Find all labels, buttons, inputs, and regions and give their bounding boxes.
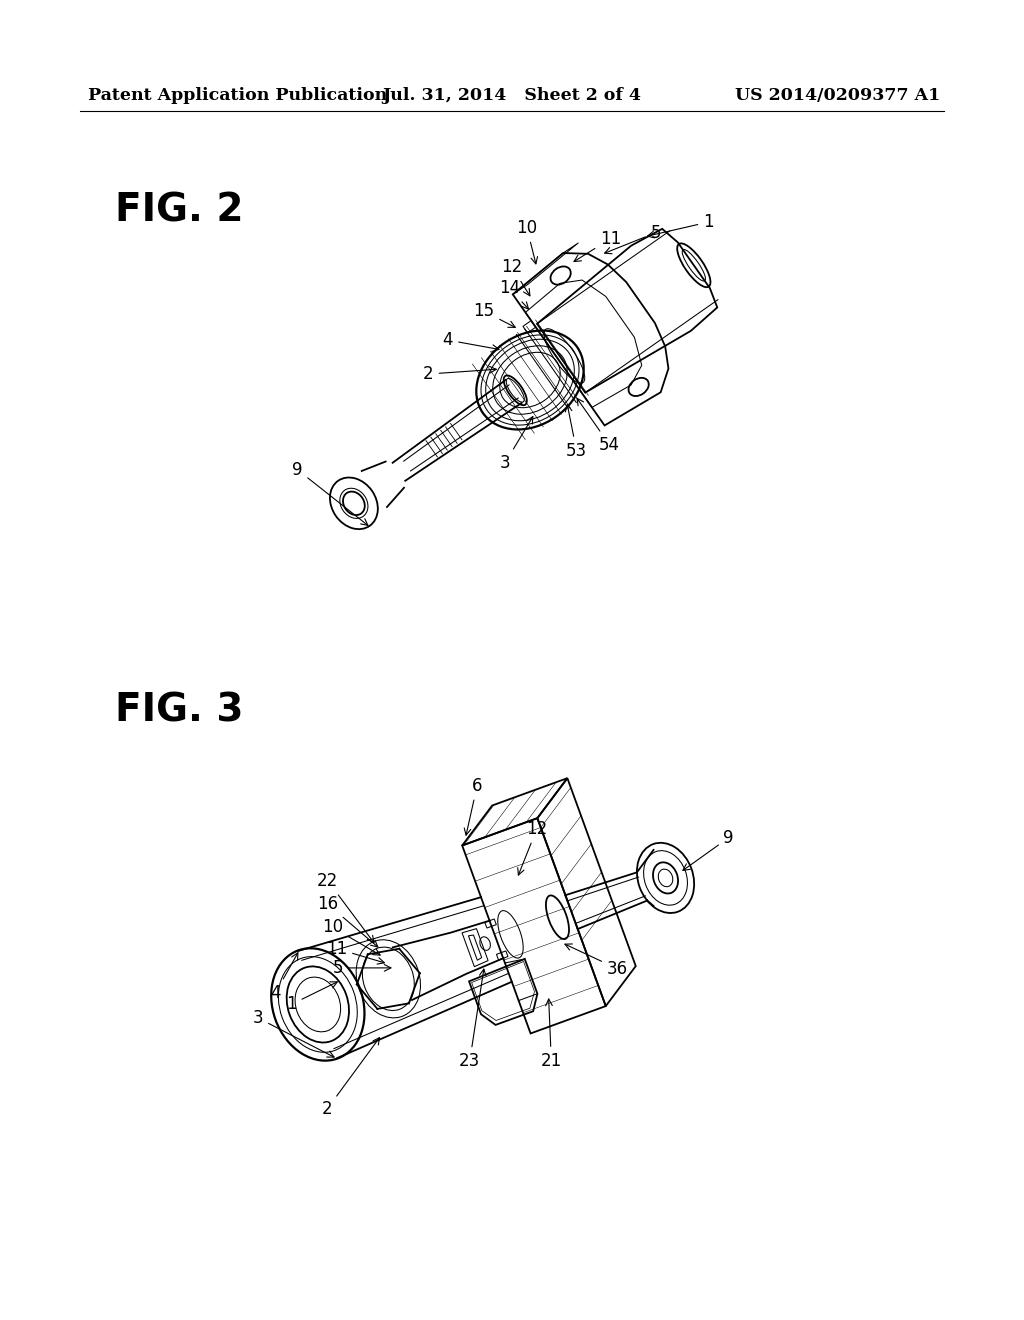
Text: Patent Application Publication: Patent Application Publication [88, 87, 387, 103]
Text: 54: 54 [578, 399, 621, 454]
Text: 14: 14 [499, 279, 528, 309]
Text: 16: 16 [317, 895, 378, 946]
Text: 5: 5 [604, 223, 662, 253]
Text: 22: 22 [317, 873, 374, 942]
Text: FIG. 2: FIG. 2 [115, 191, 244, 228]
Text: 11: 11 [574, 230, 622, 261]
Text: 15: 15 [473, 302, 515, 327]
Text: 23: 23 [459, 969, 486, 1071]
Text: 12: 12 [518, 820, 548, 875]
Text: 4: 4 [442, 331, 499, 351]
Text: 11: 11 [326, 940, 384, 964]
Text: 6: 6 [464, 776, 482, 836]
Text: 2: 2 [322, 1038, 380, 1118]
Text: Jul. 31, 2014   Sheet 2 of 4: Jul. 31, 2014 Sheet 2 of 4 [383, 87, 641, 103]
Text: 12: 12 [502, 259, 529, 296]
Text: 53: 53 [565, 405, 587, 459]
Text: 1: 1 [647, 213, 714, 238]
Text: 21: 21 [541, 999, 562, 1071]
Text: US 2014/0209377 A1: US 2014/0209377 A1 [735, 87, 940, 103]
Text: 1: 1 [286, 982, 337, 1014]
Text: FIG. 3: FIG. 3 [115, 690, 244, 729]
Text: 2: 2 [423, 366, 497, 383]
Text: 9: 9 [292, 461, 368, 525]
Text: 3: 3 [500, 417, 532, 473]
Text: 3: 3 [253, 1008, 334, 1057]
Text: 9: 9 [683, 829, 734, 870]
Text: 10: 10 [322, 919, 380, 956]
Text: 10: 10 [516, 219, 538, 264]
Text: 5: 5 [333, 958, 391, 977]
Text: 4: 4 [270, 953, 298, 1002]
Text: 36: 36 [565, 944, 628, 978]
